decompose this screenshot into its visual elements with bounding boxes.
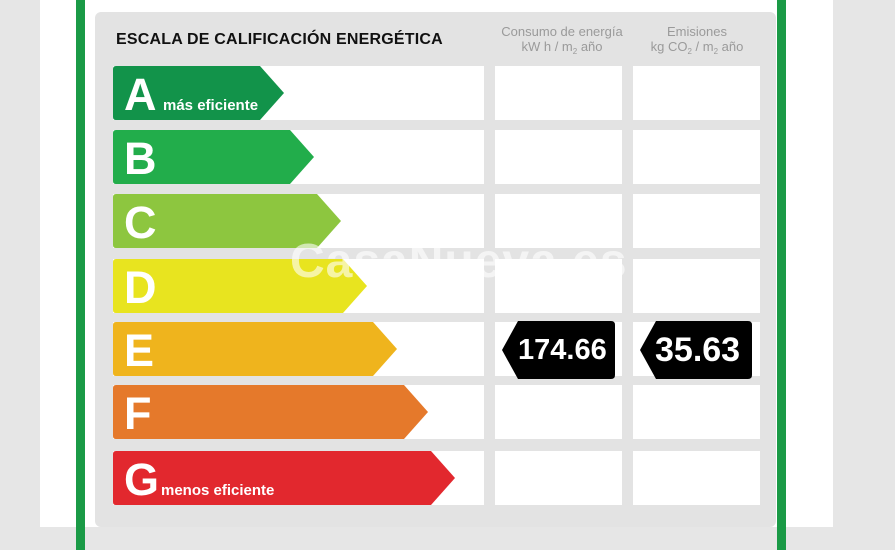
emissions-cell-d [633,259,760,313]
emissions-cell-c [633,194,760,248]
energy-cell-g [495,451,622,505]
rating-letter: C [124,197,157,248]
watermark: CasaNueva.es [290,235,628,288]
rating-letter: A [124,69,157,120]
energy-cell-b [495,130,622,184]
energy-cell-d [495,259,622,313]
rating-arrow-f: F [113,385,428,439]
rating-arrow-e: E [113,322,397,376]
energy-cell-a [495,66,622,120]
rating-arrow-b: B [113,130,314,184]
emissions-cell-a [633,66,760,120]
rating-letter: B [124,133,157,184]
energy-value-tag: 174.66 [502,321,615,379]
rating-letter: D [124,262,157,313]
emissions-cell-g [633,451,760,505]
scale-title: ESCALA DE CALIFICACIÓN ENERGÉTICA [116,31,443,48]
certificate-frame [76,0,786,550]
rating-letter: F [124,388,152,439]
rating-arrow-c: C [113,194,341,248]
energy-cell-c [495,194,622,248]
energy-value: 174.66 [518,334,607,366]
rating-arrow-d: D [113,259,367,313]
energy-column-header: Consumo de energía kW h / m2 año [501,24,623,56]
rating-note: más eficiente [163,97,259,114]
emissions-value: 35.63 [655,331,741,369]
emissions-cell-f [633,385,760,439]
emissions-column-header: Emisiones kg CO2 / m2 año [650,24,744,56]
rating-letter: E [124,325,155,376]
energy-cell-f [495,385,622,439]
rating-note: menos eficiente [161,482,275,499]
emissions-value-tag: 35.63 [640,321,752,379]
emissions-cell-b [633,130,760,184]
rating-letter: G [124,454,160,505]
